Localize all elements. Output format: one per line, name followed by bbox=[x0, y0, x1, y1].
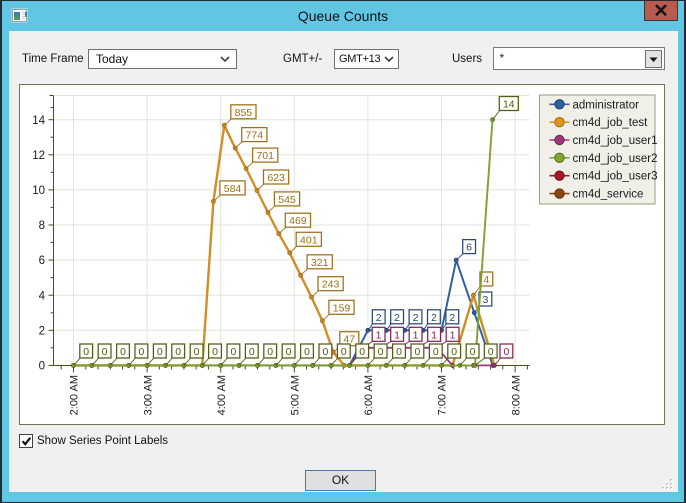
svg-text:6:00 AM: 6:00 AM bbox=[363, 375, 375, 415]
svg-text:1: 1 bbox=[394, 329, 400, 341]
svg-text:1: 1 bbox=[376, 329, 382, 341]
svg-text:8: 8 bbox=[39, 220, 45, 232]
svg-text:321: 321 bbox=[311, 257, 329, 269]
svg-text:3: 3 bbox=[482, 294, 488, 306]
svg-text:0: 0 bbox=[322, 346, 328, 358]
svg-text:cm4d_job_user3: cm4d_job_user3 bbox=[573, 171, 658, 183]
svg-text:159: 159 bbox=[333, 302, 351, 314]
svg-text:545: 545 bbox=[278, 194, 296, 206]
svg-text:0: 0 bbox=[39, 361, 45, 373]
svg-text:12: 12 bbox=[32, 150, 45, 162]
svg-text:cm4d_job_test: cm4d_job_test bbox=[573, 117, 649, 129]
svg-text:0: 0 bbox=[267, 346, 273, 358]
svg-text:4: 4 bbox=[483, 274, 489, 286]
svg-text:584: 584 bbox=[224, 183, 242, 195]
svg-text:4:00 AM: 4:00 AM bbox=[216, 375, 228, 415]
svg-text:7:00 AM: 7:00 AM bbox=[437, 375, 449, 415]
svg-text:855: 855 bbox=[235, 107, 253, 119]
svg-text:47: 47 bbox=[343, 334, 355, 346]
svg-text:401: 401 bbox=[300, 234, 318, 246]
svg-text:4: 4 bbox=[39, 290, 46, 302]
svg-text:0: 0 bbox=[359, 346, 365, 358]
svg-text:0: 0 bbox=[396, 346, 402, 358]
svg-text:0: 0 bbox=[503, 346, 509, 358]
svg-text:1: 1 bbox=[450, 329, 456, 341]
svg-text:administrator: administrator bbox=[573, 99, 640, 111]
svg-text:469: 469 bbox=[289, 215, 307, 227]
svg-text:10: 10 bbox=[32, 185, 45, 197]
svg-text:14: 14 bbox=[503, 99, 515, 111]
svg-text:0: 0 bbox=[175, 346, 181, 358]
svg-text:2: 2 bbox=[413, 312, 419, 324]
svg-text:14: 14 bbox=[32, 115, 45, 127]
svg-text:6: 6 bbox=[39, 255, 45, 267]
svg-text:0: 0 bbox=[286, 346, 292, 358]
svg-text:623: 623 bbox=[267, 172, 285, 184]
svg-text:6: 6 bbox=[466, 242, 472, 254]
svg-text:0: 0 bbox=[488, 346, 494, 358]
svg-text:0: 0 bbox=[414, 346, 420, 358]
svg-text:0: 0 bbox=[451, 346, 457, 358]
svg-text:2: 2 bbox=[431, 312, 437, 324]
svg-text:0: 0 bbox=[341, 346, 347, 358]
svg-text:1: 1 bbox=[413, 329, 419, 341]
svg-text:2: 2 bbox=[449, 312, 455, 324]
svg-text:cm4d_service: cm4d_service bbox=[573, 189, 644, 201]
svg-text:0: 0 bbox=[433, 346, 439, 358]
svg-text:0: 0 bbox=[194, 346, 200, 358]
svg-text:2: 2 bbox=[39, 325, 45, 337]
svg-text:0: 0 bbox=[157, 346, 163, 358]
svg-text:0: 0 bbox=[102, 346, 108, 358]
svg-text:2: 2 bbox=[394, 312, 400, 324]
svg-text:cm4d_job_user2: cm4d_job_user2 bbox=[573, 153, 658, 165]
svg-text:0: 0 bbox=[378, 346, 384, 358]
svg-text:2: 2 bbox=[376, 312, 382, 324]
svg-text:774: 774 bbox=[246, 130, 264, 142]
svg-text:0: 0 bbox=[83, 346, 89, 358]
svg-text:0: 0 bbox=[138, 346, 144, 358]
svg-text:701: 701 bbox=[256, 150, 274, 162]
svg-text:2:00 AM: 2:00 AM bbox=[69, 375, 81, 415]
svg-text:0: 0 bbox=[120, 346, 126, 358]
svg-text:1: 1 bbox=[431, 329, 437, 341]
svg-text:0: 0 bbox=[212, 346, 218, 358]
svg-text:243: 243 bbox=[322, 279, 340, 291]
svg-text:8:00 AM: 8:00 AM bbox=[510, 375, 522, 415]
svg-text:0: 0 bbox=[249, 346, 255, 358]
svg-text:0: 0 bbox=[304, 346, 310, 358]
svg-text:5:00 AM: 5:00 AM bbox=[290, 375, 302, 415]
svg-text:0: 0 bbox=[470, 346, 476, 358]
svg-text:0: 0 bbox=[230, 346, 236, 358]
svg-text:cm4d_job_user1: cm4d_job_user1 bbox=[573, 135, 658, 147]
svg-text:3:00 AM: 3:00 AM bbox=[142, 375, 154, 415]
